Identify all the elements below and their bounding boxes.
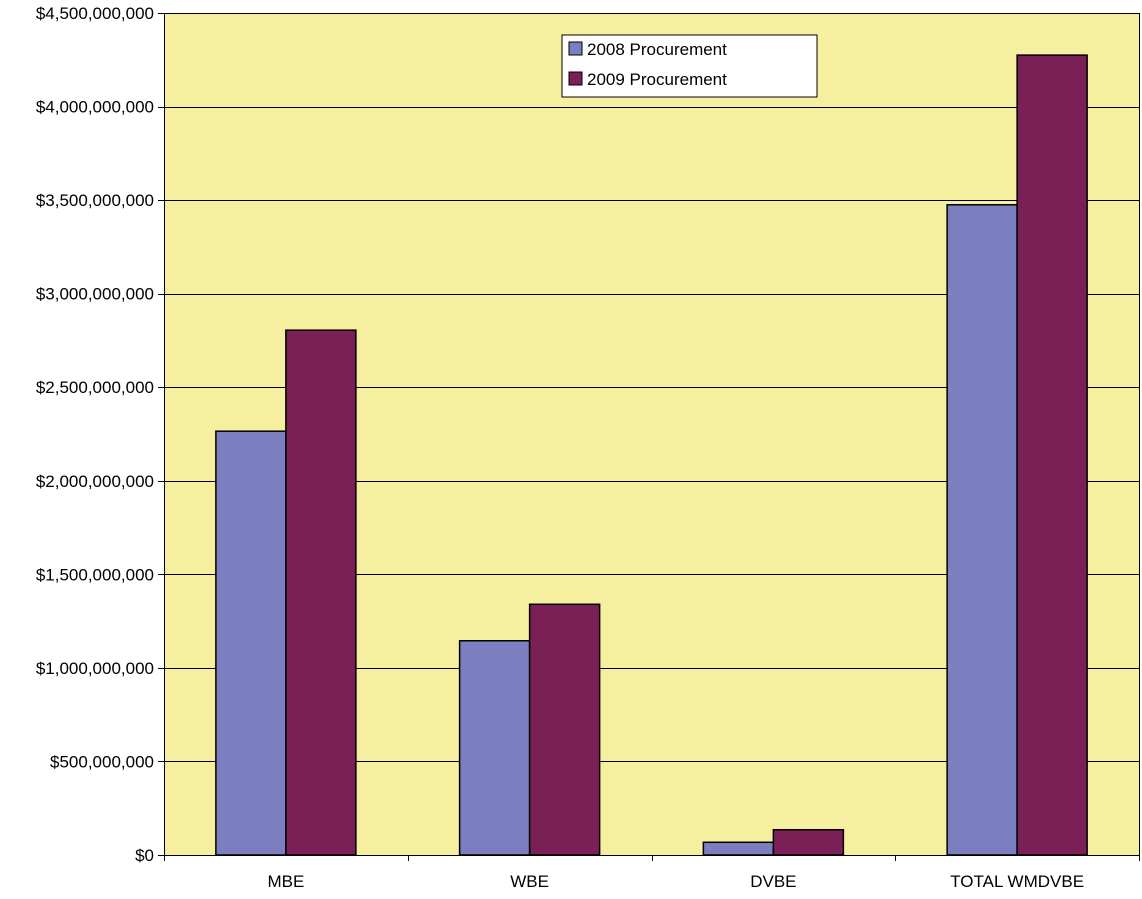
legend: 2008 Procurement 2009 Procurement	[561, 34, 818, 98]
x-tick-label: WBE	[510, 872, 549, 891]
bar-2008-dvbe	[702, 841, 775, 856]
y-tick-label: $1,500,000,000	[36, 565, 154, 584]
y-tick-label: $4,500,000,000	[36, 4, 154, 23]
bar-2009-dvbe	[772, 828, 845, 856]
bar-2009-total-wmdvbe	[1016, 54, 1088, 856]
bar-2009-wbe	[528, 603, 601, 856]
y-tick-label: $1,000,000,000	[36, 659, 154, 678]
legend-swatch-2008	[568, 41, 583, 56]
x-tick-label: MBE	[267, 872, 304, 891]
y-tick-label: $500,000,000	[50, 752, 154, 771]
y-tick-label: $4,000,000,000	[36, 98, 154, 117]
bar-2008-mbe	[215, 430, 287, 856]
x-tick-label: TOTAL WMDVBE	[950, 872, 1084, 891]
y-tick-label: $0	[135, 846, 154, 865]
y-tick-label: $3,000,000,000	[36, 285, 154, 304]
bar-2009-mbe	[285, 329, 357, 856]
x-tick-label: DVBE	[750, 872, 796, 891]
legend-label-2009: 2009 Procurement	[587, 70, 727, 89]
y-tick-label: $2,500,000,000	[36, 378, 154, 397]
y-tick-label: $3,500,000,000	[36, 191, 154, 210]
bar-2008-total-wmdvbe	[946, 204, 1018, 856]
bar-2008-wbe	[458, 640, 531, 856]
legend-label-2008: 2008 Procurement	[587, 40, 727, 59]
y-tick-label: $2,000,000,000	[36, 472, 154, 491]
legend-swatch-2009	[568, 71, 583, 86]
plot-area-group: $0 $500,000,000 $1,000,000,000 $1,500,000,0…	[36, 4, 1140, 891]
legend-box	[561, 34, 818, 98]
